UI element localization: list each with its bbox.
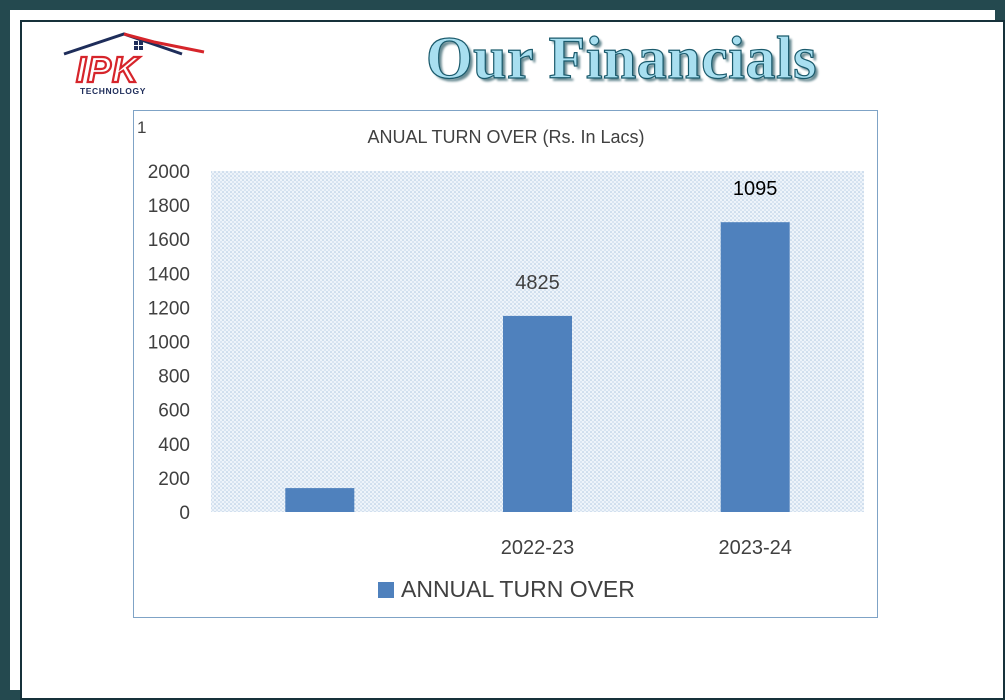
logo-text: IPK [76,49,141,90]
y-tick-label: 1800 [148,196,190,217]
company-logo: IPK TECHNOLOGY [58,30,208,98]
data-label: 1095 [733,178,778,200]
x-axis-labels: 2022-23 2023-24 [501,537,792,559]
y-tick-label: 2000 [148,162,190,183]
page-title: Our Financials [425,24,817,91]
bar-series [285,222,790,512]
chart-title: ANUAL TURN OVER (Rs. In Lacs) [367,127,644,147]
y-tick-label: 600 [158,401,190,422]
y-tick-label: 200 [158,469,190,490]
bar [503,315,572,512]
y-tick-label: 400 [158,435,190,456]
data-labels: 4825 1095 [515,178,777,294]
legend-swatch [378,582,394,598]
bar-chart: 1 ANUAL TURN OVER (Rs. In Lacs) 0 200 400 6… [137,118,864,602]
x-tick-label: 2022-23 [501,537,574,559]
chart-container: 1 ANUAL TURN OVER (Rs. In Lacs) 0 200 400 6… [133,110,878,618]
y-tick-label: 1400 [148,264,190,285]
y-tick-label: 1600 [148,230,190,251]
x-tick-label: 2023-24 [718,537,791,559]
bar [720,222,790,512]
logo-subtext: TECHNOLOGY [80,86,146,96]
y-tick-label: 0 [179,503,190,524]
data-label: 4825 [515,272,560,294]
y-tick-label: 1000 [148,333,190,354]
legend-label: ANNUAL TURN OVER [401,576,635,602]
bar [285,488,355,512]
chart-corner-label: 1 [137,118,146,137]
y-tick-label: 1200 [148,298,190,319]
y-tick-label: 800 [158,367,190,388]
y-axis-ticks: 0 200 400 600 800 1000 1200 1400 1600 1800 2000 [148,162,190,524]
